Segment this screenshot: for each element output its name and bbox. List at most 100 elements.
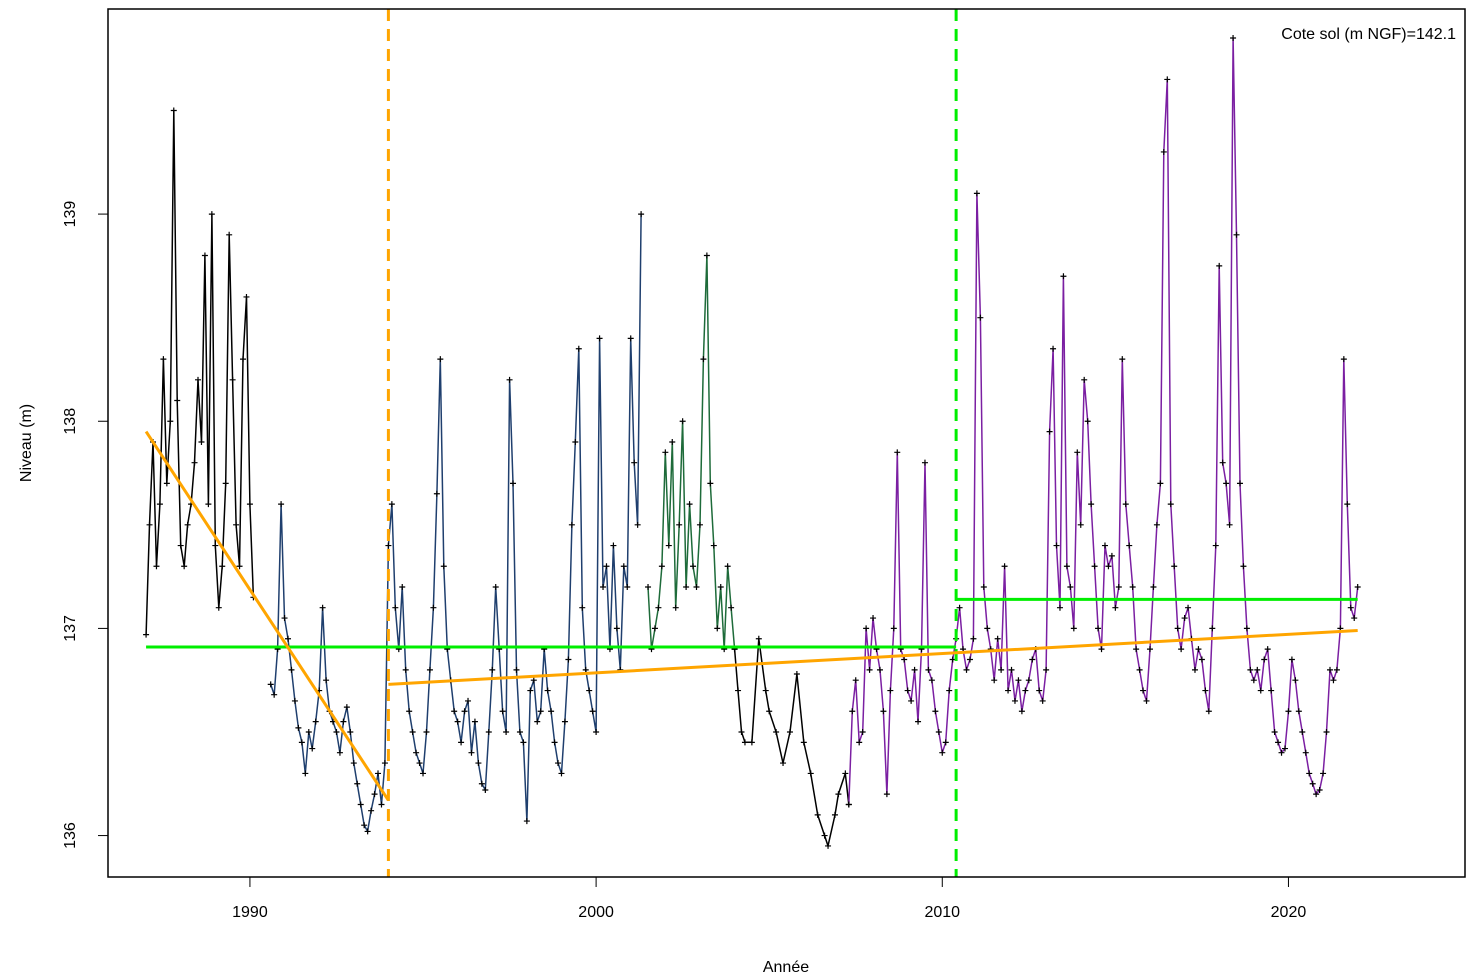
data-point xyxy=(1261,656,1268,663)
data-point xyxy=(1257,687,1264,694)
data-point xyxy=(1143,697,1150,704)
data-point xyxy=(233,521,240,528)
data-point xyxy=(1250,677,1257,684)
data-point xyxy=(1105,563,1112,570)
data-point xyxy=(343,704,350,711)
data-point xyxy=(1150,583,1157,590)
data-point xyxy=(240,356,247,363)
data-point xyxy=(1216,262,1223,269)
data-point xyxy=(1205,708,1212,715)
data-point xyxy=(1330,677,1337,684)
data-point xyxy=(392,604,399,611)
data-point xyxy=(291,697,298,704)
data-point xyxy=(295,724,302,731)
data-point xyxy=(305,728,312,735)
data-point xyxy=(1084,418,1091,425)
data-point xyxy=(298,739,305,746)
data-point xyxy=(683,583,690,590)
data-point xyxy=(1167,501,1174,508)
data-point xyxy=(1060,273,1067,280)
data-point xyxy=(198,438,205,445)
data-point xyxy=(1223,480,1230,487)
data-point xyxy=(347,728,354,735)
data-point xyxy=(998,666,1005,673)
data-point xyxy=(1209,625,1216,632)
data-point xyxy=(302,770,309,777)
data-point xyxy=(627,335,634,342)
data-point xyxy=(354,780,361,787)
data-point xyxy=(406,708,413,715)
data-point xyxy=(1354,583,1361,590)
data-point xyxy=(655,604,662,611)
data-point xyxy=(465,697,472,704)
data-point xyxy=(364,828,371,835)
data-point xyxy=(901,656,908,663)
reference-lines-layer xyxy=(144,9,1358,877)
data-point xyxy=(946,687,953,694)
data-point xyxy=(243,293,250,300)
y-tick-label: 136 xyxy=(62,822,79,849)
data-point xyxy=(503,728,510,735)
data-point xyxy=(1230,35,1237,42)
data-point xyxy=(1129,583,1136,590)
data-point xyxy=(437,356,444,363)
data-point xyxy=(807,770,814,777)
data-point xyxy=(572,438,579,445)
data-point xyxy=(1281,745,1288,752)
data-point xyxy=(883,791,890,798)
data-point xyxy=(1240,563,1247,570)
data-point xyxy=(181,563,188,570)
data-point xyxy=(1153,521,1160,528)
data-point xyxy=(724,563,731,570)
data-point xyxy=(842,770,849,777)
data-point xyxy=(177,542,184,549)
data-point xyxy=(859,728,866,735)
data-point xyxy=(1126,542,1133,549)
data-point xyxy=(288,666,295,673)
data-point xyxy=(1295,708,1302,715)
data-point xyxy=(1046,428,1053,435)
data-point xyxy=(420,770,427,777)
data-point xyxy=(1005,687,1012,694)
data-point xyxy=(208,211,215,218)
data-point xyxy=(703,252,710,259)
data-point xyxy=(558,770,565,777)
data-point xyxy=(201,252,208,259)
data-point xyxy=(928,677,935,684)
data-point xyxy=(1236,480,1243,487)
data-point xyxy=(226,231,233,238)
data-point xyxy=(375,770,382,777)
data-point xyxy=(416,760,423,767)
data-point xyxy=(458,739,465,746)
data-point xyxy=(312,718,319,725)
data-point xyxy=(167,418,174,425)
data-point xyxy=(911,666,918,673)
data-point xyxy=(800,739,807,746)
data-point xyxy=(1344,501,1351,508)
data-point xyxy=(1108,552,1115,559)
data-point xyxy=(835,791,842,798)
data-point xyxy=(1050,345,1057,352)
data-point xyxy=(1202,687,1209,694)
data-point xyxy=(921,459,928,466)
data-point xyxy=(863,625,870,632)
data-point xyxy=(1067,583,1074,590)
data-point xyxy=(1112,604,1119,611)
data-point xyxy=(966,656,973,663)
data-point xyxy=(977,314,984,321)
data-point xyxy=(1171,563,1178,570)
data-point xyxy=(593,728,600,735)
data-point xyxy=(1292,677,1299,684)
data-point xyxy=(814,811,821,818)
data-point xyxy=(1316,786,1323,793)
data-point xyxy=(1095,625,1102,632)
data-point xyxy=(575,345,582,352)
data-point xyxy=(1306,770,1313,777)
data-point xyxy=(925,666,932,673)
data-point xyxy=(160,356,167,363)
data-point xyxy=(1015,677,1022,684)
data-point xyxy=(887,687,894,694)
data-point xyxy=(267,681,274,688)
data-point xyxy=(1313,791,1320,798)
